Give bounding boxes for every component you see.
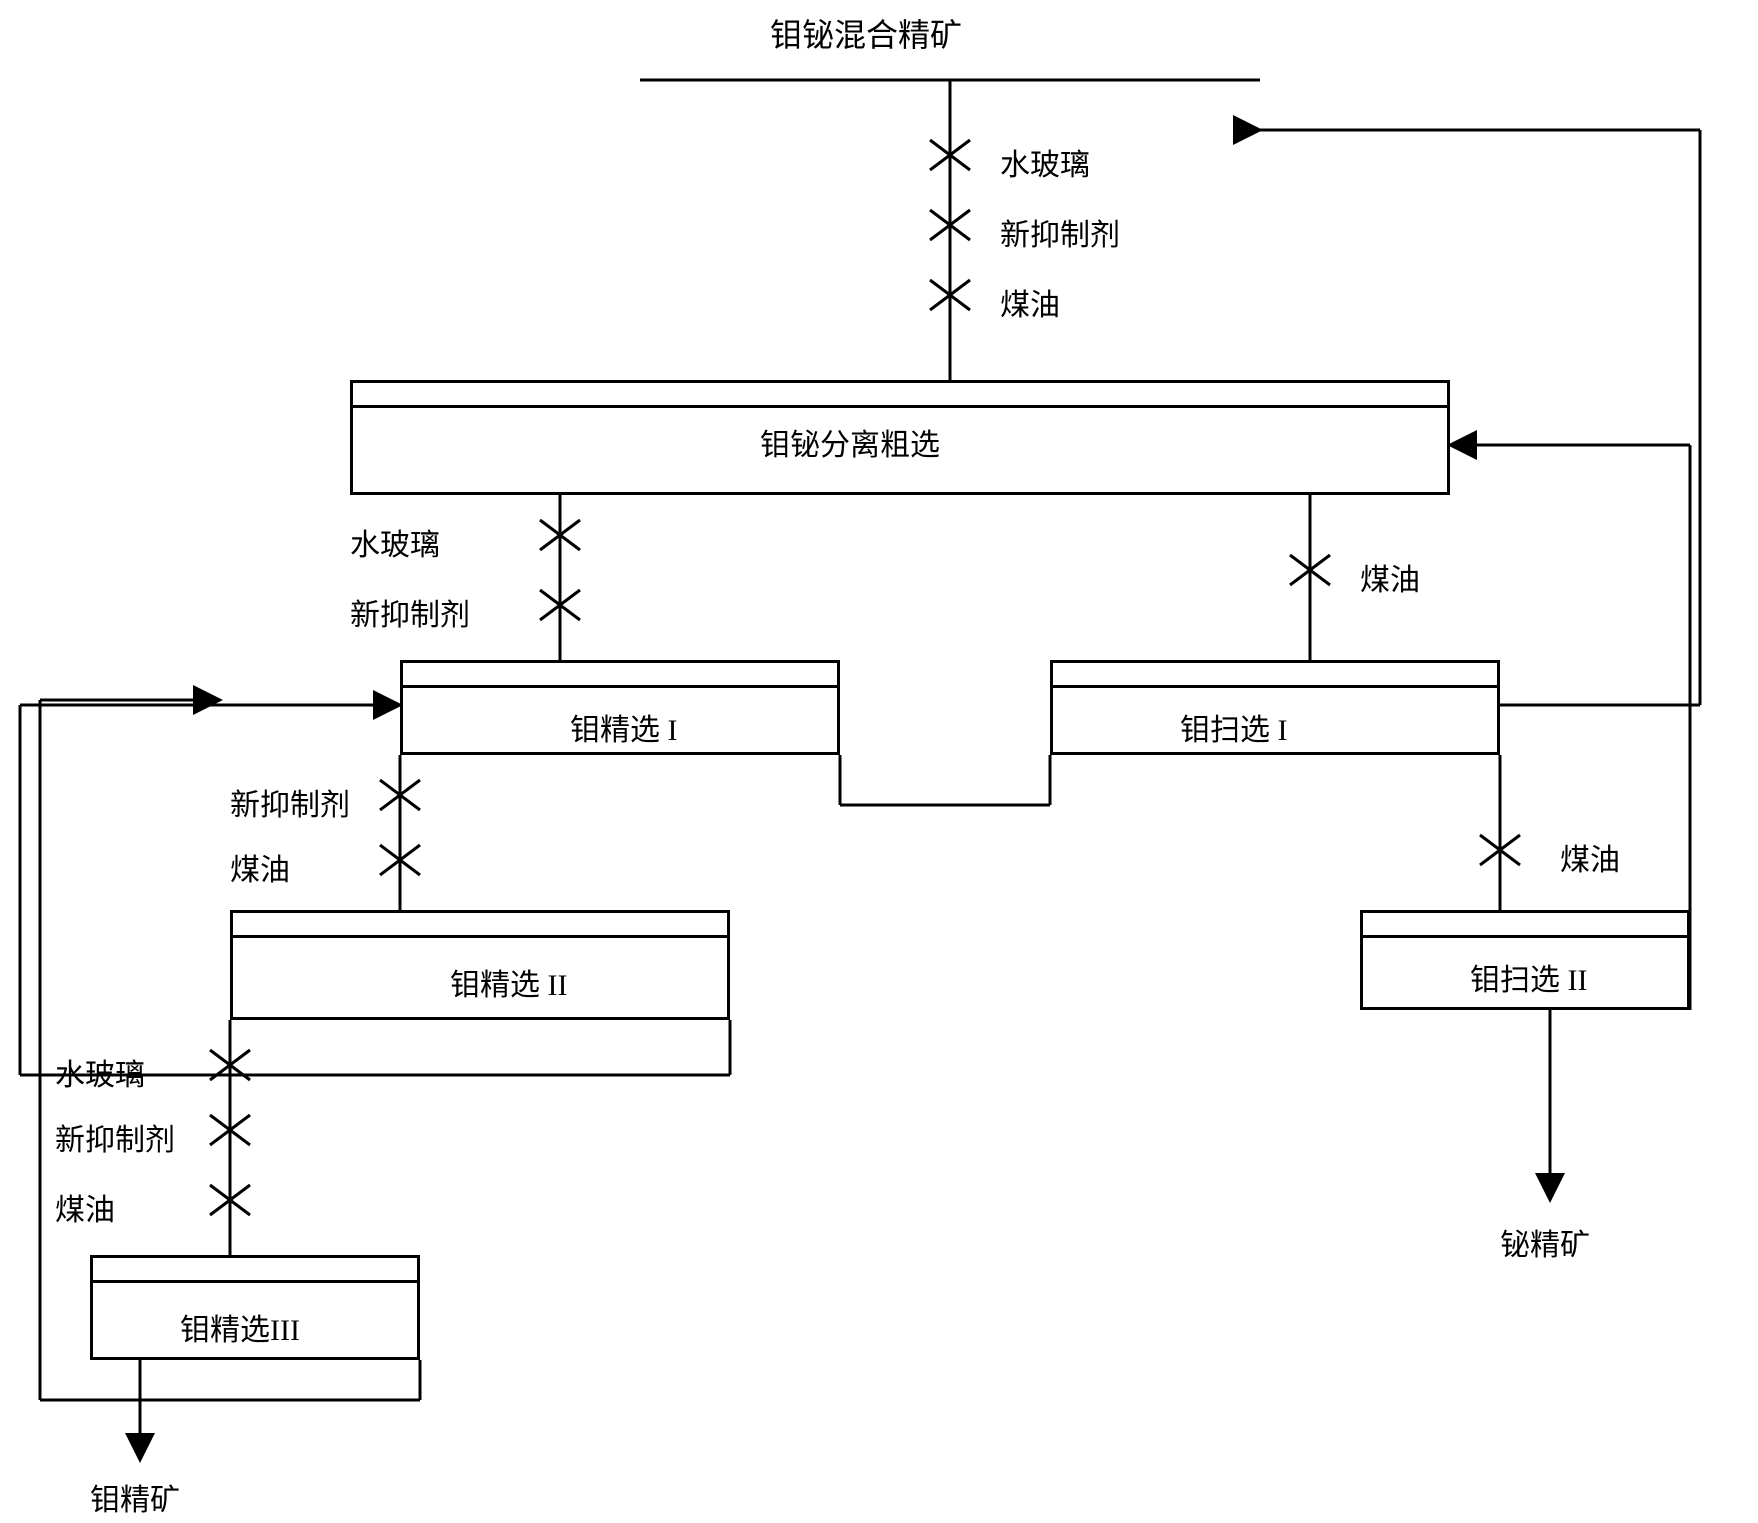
reagent-cleaner1-2: 新抑制剂 [350,590,470,634]
label-rougher: 钼铋分离粗选 [760,420,940,464]
reagent-cleaner2-2: 煤油 [230,845,290,889]
label-scav1: 钼扫选 I [1180,705,1288,749]
label-cleaner1: 钼精选 I [570,705,678,749]
reagent-cleaner3-2: 新抑制剂 [55,1115,175,1159]
reagent-cleaner2-1: 新抑制剂 [230,780,350,824]
reagent-feed-2: 新抑制剂 [1000,210,1120,254]
reagent-feed-1: 水玻璃 [1000,140,1090,184]
box-inner-line [400,685,840,688]
reagent-cleaner3-3: 煤油 [55,1185,115,1229]
reagent-scav1: 煤油 [1360,555,1420,599]
label-scav2: 钼扫选 II [1470,955,1587,999]
box-inner-line [1050,685,1500,688]
box-inner-line [90,1280,420,1283]
box-inner-line [350,405,1450,408]
label-cleaner3: 钼精选III [180,1305,300,1349]
output-bi: 铋精矿 [1500,1220,1590,1264]
reagent-cleaner1-1: 水玻璃 [350,520,440,564]
box-inner-line [230,935,730,938]
box-inner-line [1360,935,1690,938]
diagram-title: 钼铋混合精矿 [770,10,962,56]
output-mo: 钼精矿 [90,1475,180,1519]
label-cleaner2: 钼精选 II [450,960,567,1004]
reagent-scav2: 煤油 [1560,835,1620,879]
reagent-cleaner3-1: 水玻璃 [55,1050,145,1094]
reagent-feed-3: 煤油 [1000,280,1060,324]
